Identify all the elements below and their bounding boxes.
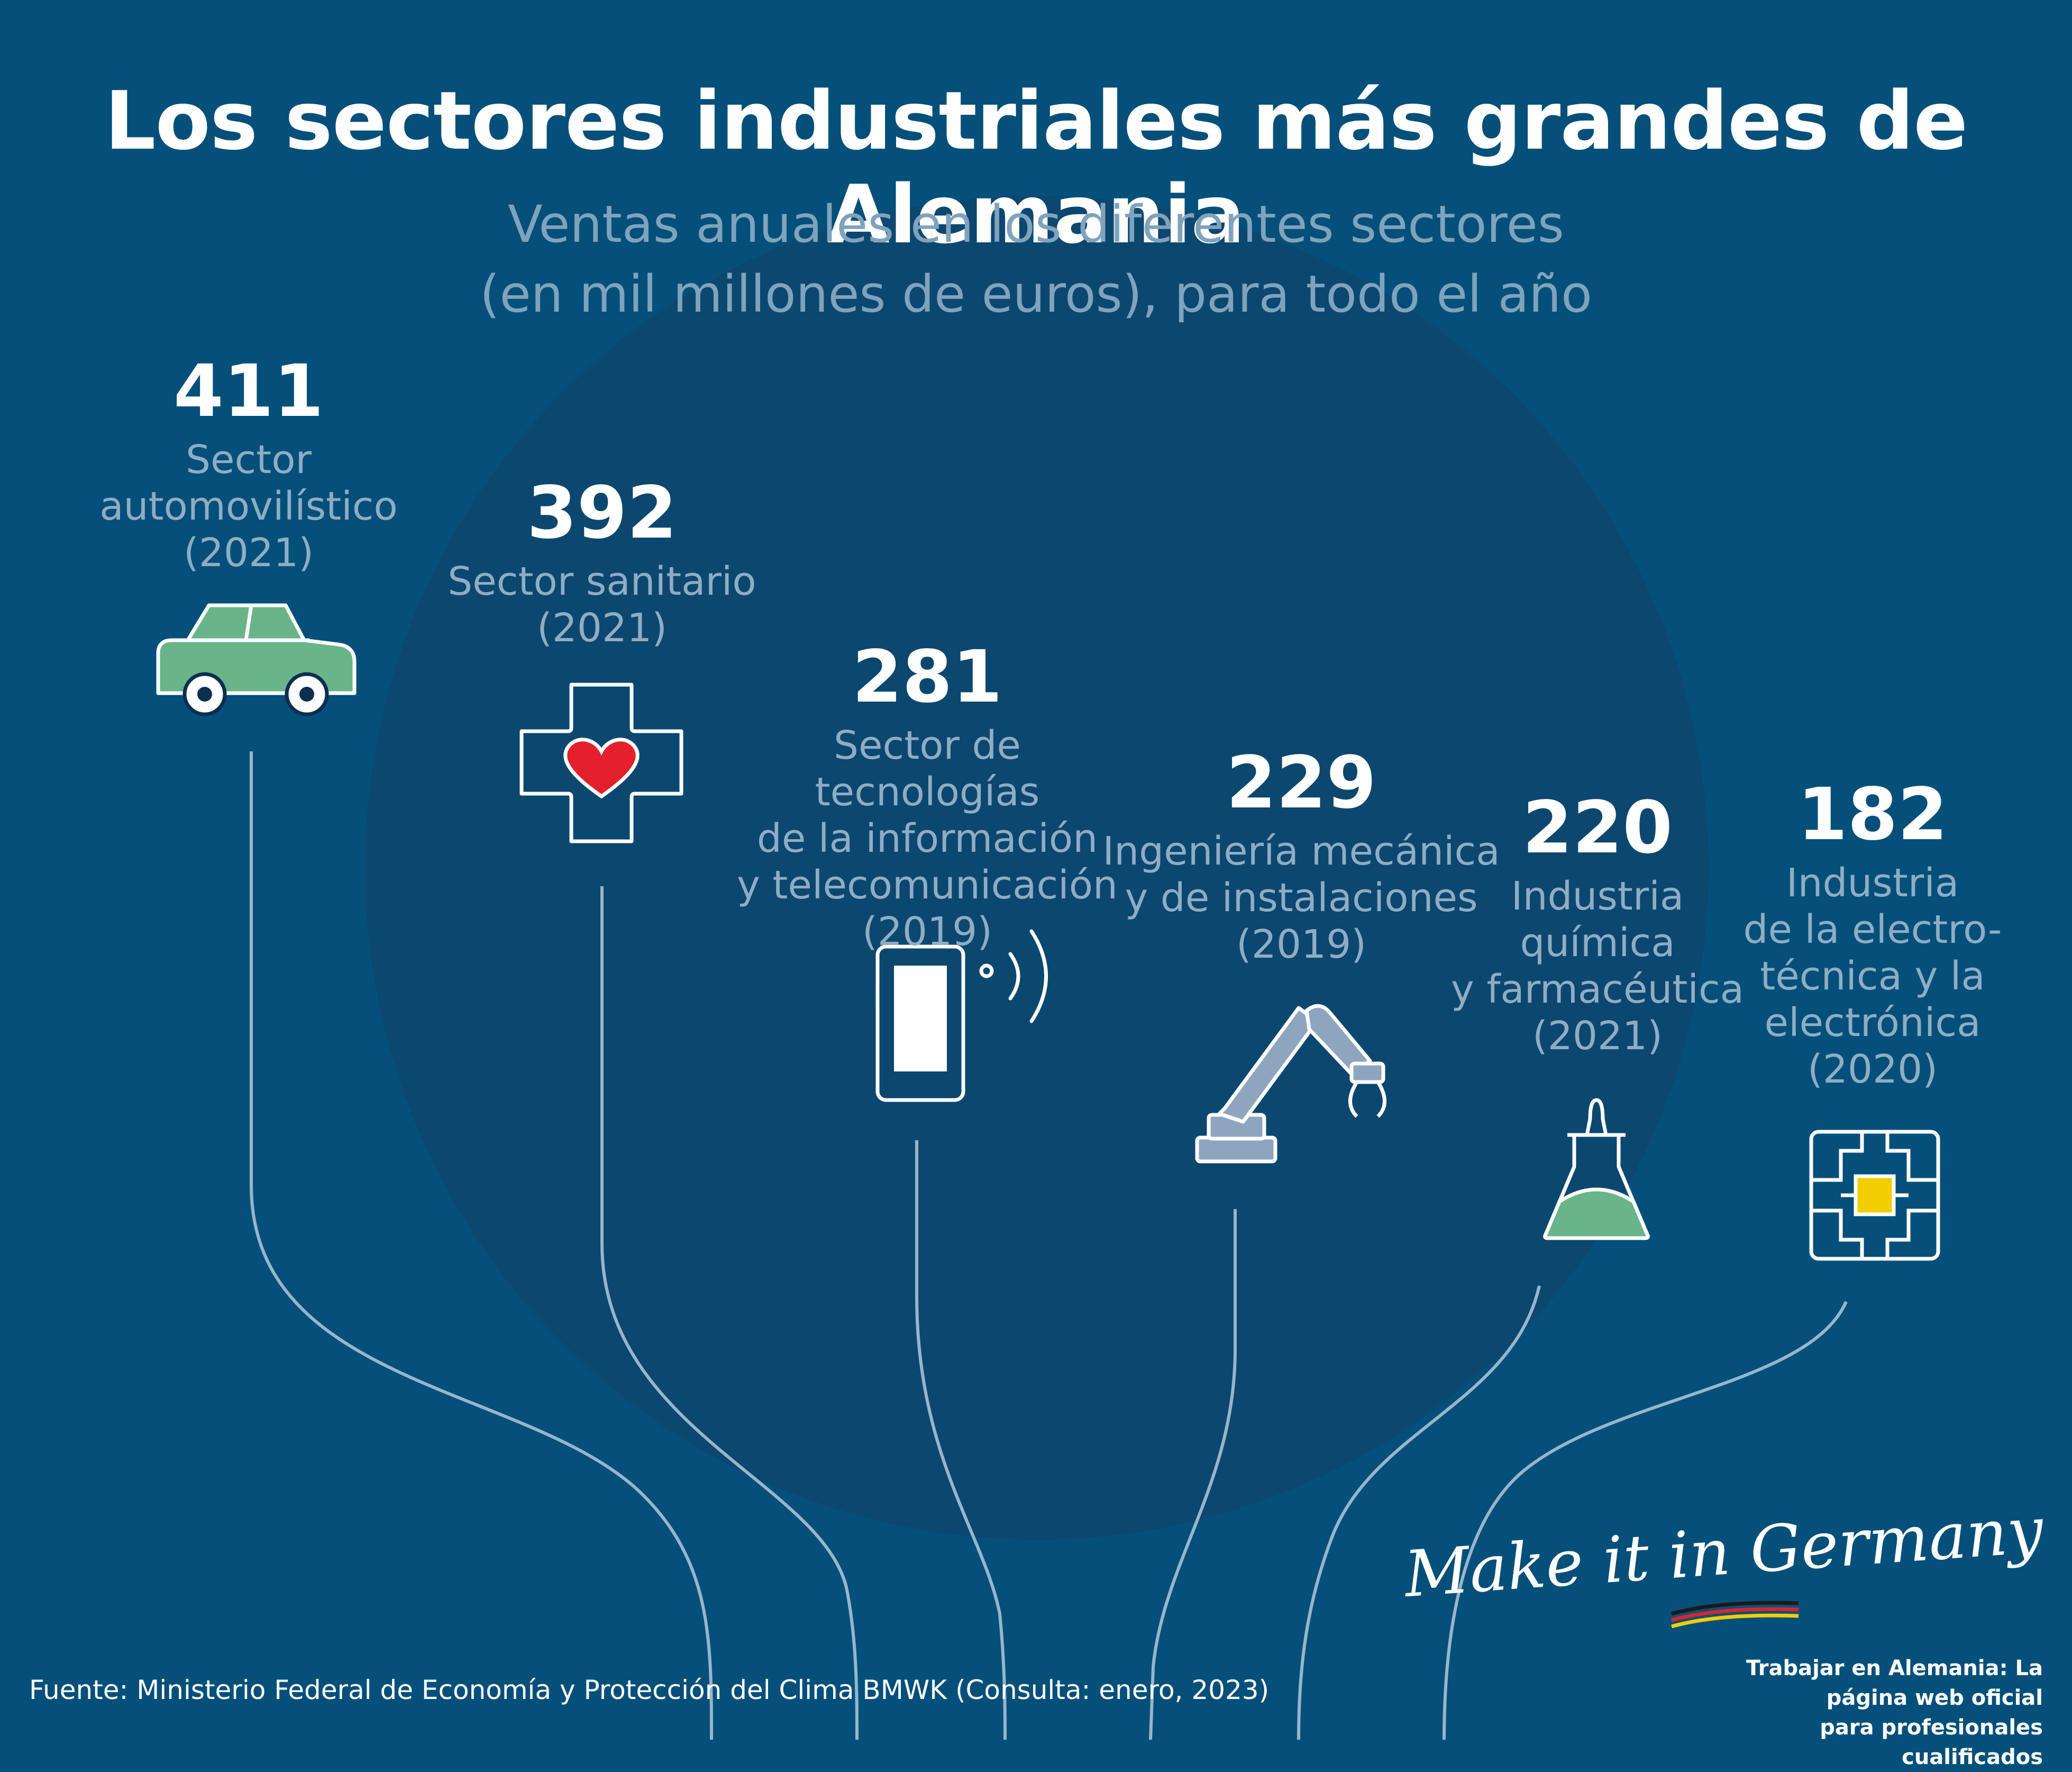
data-label-value: 281 [852,635,1002,719]
flag-swoosh [1671,1601,1799,1629]
sector-electronics: 182 Industria de la electro- técnica y l… [1719,770,2026,1093]
sector-label: Sector automovilístico (2021) [99,437,398,576]
data-label-value: 220 [1522,786,1673,870]
smartphone-signal-icon [875,929,1048,1102]
chip-icon [1809,1130,1940,1261]
data-label-value: 411 [174,350,324,433]
connector-line-ict [915,1140,1007,1740]
flask-icon [1543,1098,1650,1240]
car-icon [156,603,357,716]
tagline-line-2: para profesionales cualificados [1820,1715,2043,1769]
sector-label: Sector sanitario (2021) [448,559,756,651]
connector-line-mechanical [1149,1209,1237,1740]
connector-line-health [600,886,859,1740]
brand-tagline: Trabajar en Alemania: La página web ofic… [1673,1653,2043,1772]
connector-line-electronics [1443,1301,1848,1740]
background-circle [365,196,1709,1540]
data-label-value: 392 [527,471,677,555]
data-label-value: 182 [1797,773,1948,857]
sector-chemical: 220 Industria química y farmacéutica (20… [1439,783,1756,1059]
subtitle-line-1: Ventas anuales en los diferentes sectore… [508,195,1564,254]
medical-cross-heart-icon [519,683,683,843]
robot-arm-icon [1195,1004,1386,1164]
data-label-value: 229 [1226,741,1376,825]
source-note: Fuente: Ministerio Federal de Economía y… [29,1675,1270,1705]
subtitle-line-2: (en mil millones de euros), para todo el… [480,265,1592,324]
connector-lines [250,751,1848,1740]
tagline-line-1: Trabajar en Alemania: La página web ofic… [1746,1656,2043,1710]
sector-label: Industria de la electro- técnica y la el… [1743,860,2002,1092]
sector-health: 392 Sector sanitario (2021) [443,468,761,651]
sector-label: Ingeniería mecánica y de instalaciones (… [1102,829,1500,967]
connector-line-chemical [1297,1285,1541,1740]
page-subtitle: Ventas anuales en los diferentes sectore… [0,189,2072,329]
page-title: Los sectores industriales más grandes de… [104,74,1968,261]
sector-mechanical: 229 Ingeniería mecánica y de instalacion… [1092,738,1510,968]
sector-automotive: 411 Sector automovilístico (2021) [95,347,402,576]
sector-label: Sector de tecnologías de la información … [737,723,1118,955]
sector-label: Industria química y farmacéutica (2021) [1451,874,1744,1059]
connector-line-automotive [250,751,713,1740]
sector-ict: 281 Sector de tecnologías de la informac… [716,632,1139,955]
